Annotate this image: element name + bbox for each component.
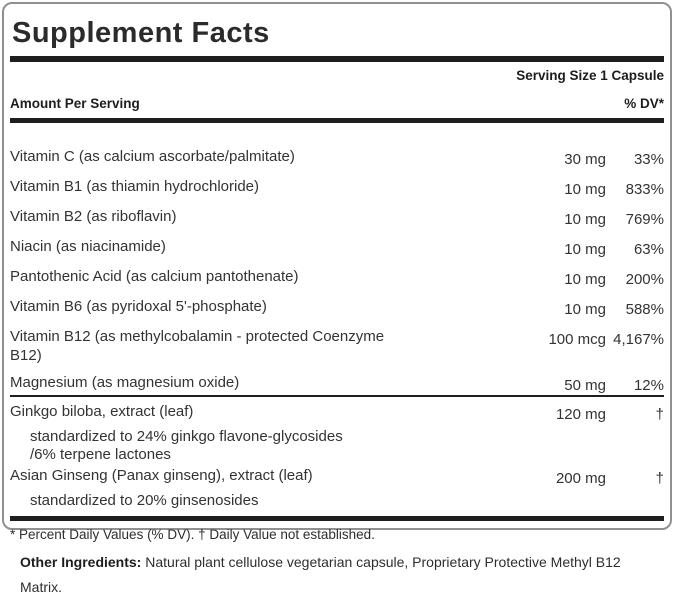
nutrient-name: Niacin (as niacinamide) xyxy=(10,238,166,255)
other-ingredients-label: Other Ingredients: xyxy=(20,554,142,570)
divider-thick-bottom xyxy=(10,516,664,521)
standardization-note: standardized to 24% ginkgo flavone-glyco… xyxy=(10,428,664,464)
divider-medium xyxy=(10,395,664,397)
note-line: standardized to 20% ginsenosides xyxy=(30,492,259,509)
percent-dv-header: % DV* xyxy=(624,96,664,111)
table-row: Vitamin B12 (as methylcobalamin - protec… xyxy=(10,327,664,365)
nutrient-amount: 10 mg xyxy=(564,181,606,198)
supplement-facts-box: Supplement Facts Serving Size 1 Capsule … xyxy=(2,2,672,542)
table-row: Asian Ginseng (Panax ginseng), extract (… xyxy=(10,466,664,488)
nutrient-rows: Vitamin C (as calcium ascorbate/palmitat… xyxy=(10,147,664,395)
table-row: Magnesium (as magnesium oxide) 50 mg 12% xyxy=(10,373,664,395)
nutrient-dv: 12% xyxy=(633,377,664,394)
divider-thick-top xyxy=(10,56,664,62)
nutrient-name: Vitamin B12 (as methylcobalamin - protec… xyxy=(10,328,385,364)
standardization-note: standardized to 20% ginsenosides xyxy=(10,492,664,510)
table-row: Vitamin B6 (as pyridoxal 5'-phosphate) 1… xyxy=(10,297,664,319)
page-title: Supplement Facts xyxy=(12,17,270,49)
table-row: Ginkgo biloba, extract (leaf) 120 mg † xyxy=(10,402,664,424)
table-row: Vitamin C (as calcium ascorbate/palmitat… xyxy=(10,147,664,169)
table-row: Vitamin B2 (as riboflavin) 10 mg 769% xyxy=(10,207,664,229)
nutrient-amount: 10 mg xyxy=(564,271,606,288)
other-ingredients: Other Ingredients: Natural plant cellulo… xyxy=(20,550,663,600)
botanical-amount: 200 mg xyxy=(555,470,606,487)
nutrient-dv: 4,167% xyxy=(613,331,664,348)
nutrient-name: Vitamin C (as calcium ascorbate/palmitat… xyxy=(10,148,295,165)
nutrient-dv: 33% xyxy=(633,151,664,168)
botanical-name: Asian Ginseng (Panax ginseng), extract (… xyxy=(10,467,313,484)
footnote-text: * Percent Daily Values (% DV). † Daily V… xyxy=(10,527,375,542)
botanical-amount: 120 mg xyxy=(555,406,606,423)
note-line: standardized to 24% ginkgo flavone-glyco… xyxy=(30,428,343,445)
nutrient-amount: 30 mg xyxy=(564,151,606,168)
nutrient-name: Magnesium (as magnesium oxide) xyxy=(10,374,240,391)
serving-size-text: Serving Size 1 Capsule xyxy=(516,68,664,83)
nutrient-dv: 769% xyxy=(625,211,664,228)
nutrient-amount: 50 mg xyxy=(564,377,606,394)
dagger-symbol: † xyxy=(655,406,664,423)
nutrient-name: Pantothenic Acid (as calcium pantothenat… xyxy=(10,268,299,285)
nutrient-amount: 10 mg xyxy=(564,301,606,318)
divider-thick-under-header xyxy=(10,118,664,123)
nutrient-dv: 200% xyxy=(625,271,664,288)
nutrient-dv: 833% xyxy=(625,181,664,198)
nutrient-amount: 10 mg xyxy=(564,241,606,258)
column-header-row: Amount Per Serving % DV* xyxy=(10,95,664,112)
nutrient-amount: 100 mcg xyxy=(548,331,606,348)
amount-per-serving-header: Amount Per Serving xyxy=(10,96,140,111)
nutrient-dv: 588% xyxy=(625,301,664,318)
nutrient-dv: 63% xyxy=(633,241,664,258)
nutrient-name: Vitamin B6 (as pyridoxal 5'-phosphate) xyxy=(10,298,267,315)
nutrient-name: Vitamin B2 (as riboflavin) xyxy=(10,208,177,225)
table-row: Pantothenic Acid (as calcium pantothenat… xyxy=(10,267,664,289)
dagger-symbol: † xyxy=(655,470,664,487)
note-line: /6% terpene lactones xyxy=(30,446,171,463)
table-row: Niacin (as niacinamide) 10 mg 63% xyxy=(10,237,664,259)
botanical-name: Ginkgo biloba, extract (leaf) xyxy=(10,403,194,420)
table-row: Vitamin B1 (as thiamin hydrochloride) 10… xyxy=(10,177,664,199)
nutrient-amount: 10 mg xyxy=(564,211,606,228)
nutrient-name: Vitamin B1 (as thiamin hydrochloride) xyxy=(10,178,260,195)
